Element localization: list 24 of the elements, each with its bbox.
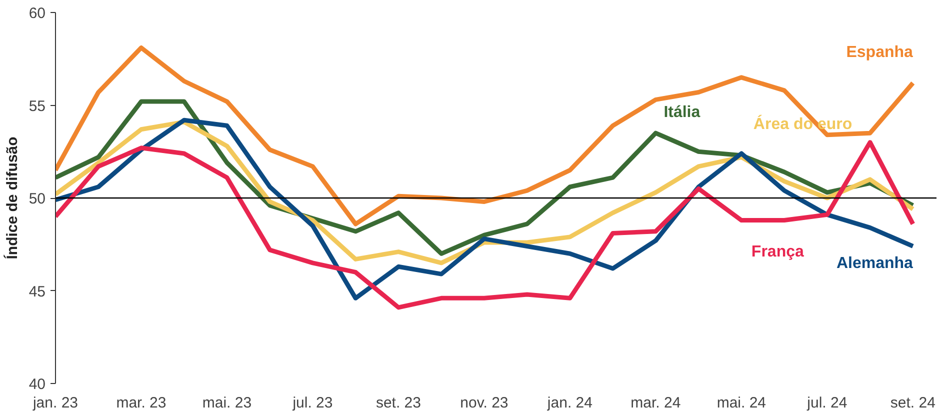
x-tick-label: nov. 23 bbox=[460, 394, 508, 412]
x-tick-label: jul. 23 bbox=[292, 394, 333, 412]
line-series bbox=[56, 45, 916, 226]
series-label: Alemanha bbox=[836, 255, 914, 272]
series-label: França bbox=[751, 243, 804, 260]
x-tick-label: set. 24 bbox=[890, 394, 936, 412]
x-tick-label: mar. 23 bbox=[116, 394, 166, 412]
x-tick-label: set. 23 bbox=[376, 394, 421, 412]
line-series bbox=[56, 140, 916, 310]
y-tick-label: 40 bbox=[28, 376, 46, 393]
y-tick-label: 55 bbox=[28, 98, 46, 115]
x-tick-label: mai. 23 bbox=[202, 394, 252, 412]
y-tick-label: 50 bbox=[28, 190, 46, 208]
x-tick-label: jan. 23 bbox=[32, 394, 78, 412]
series-label: Área do euro bbox=[753, 114, 852, 134]
series-label: Espanha bbox=[846, 44, 914, 61]
y-tick-label: 60 bbox=[28, 5, 46, 22]
x-tick-label: jul. 24 bbox=[806, 394, 848, 412]
x-tick-label: mai. 24 bbox=[716, 394, 766, 412]
x-tick-label: mar. 24 bbox=[630, 394, 681, 412]
y-axis-title: Índice de difusão bbox=[2, 136, 21, 260]
x-tick-label: jan. 24 bbox=[546, 394, 592, 412]
series-label: Itália bbox=[664, 104, 700, 122]
y-tick-label: 45 bbox=[28, 283, 46, 300]
